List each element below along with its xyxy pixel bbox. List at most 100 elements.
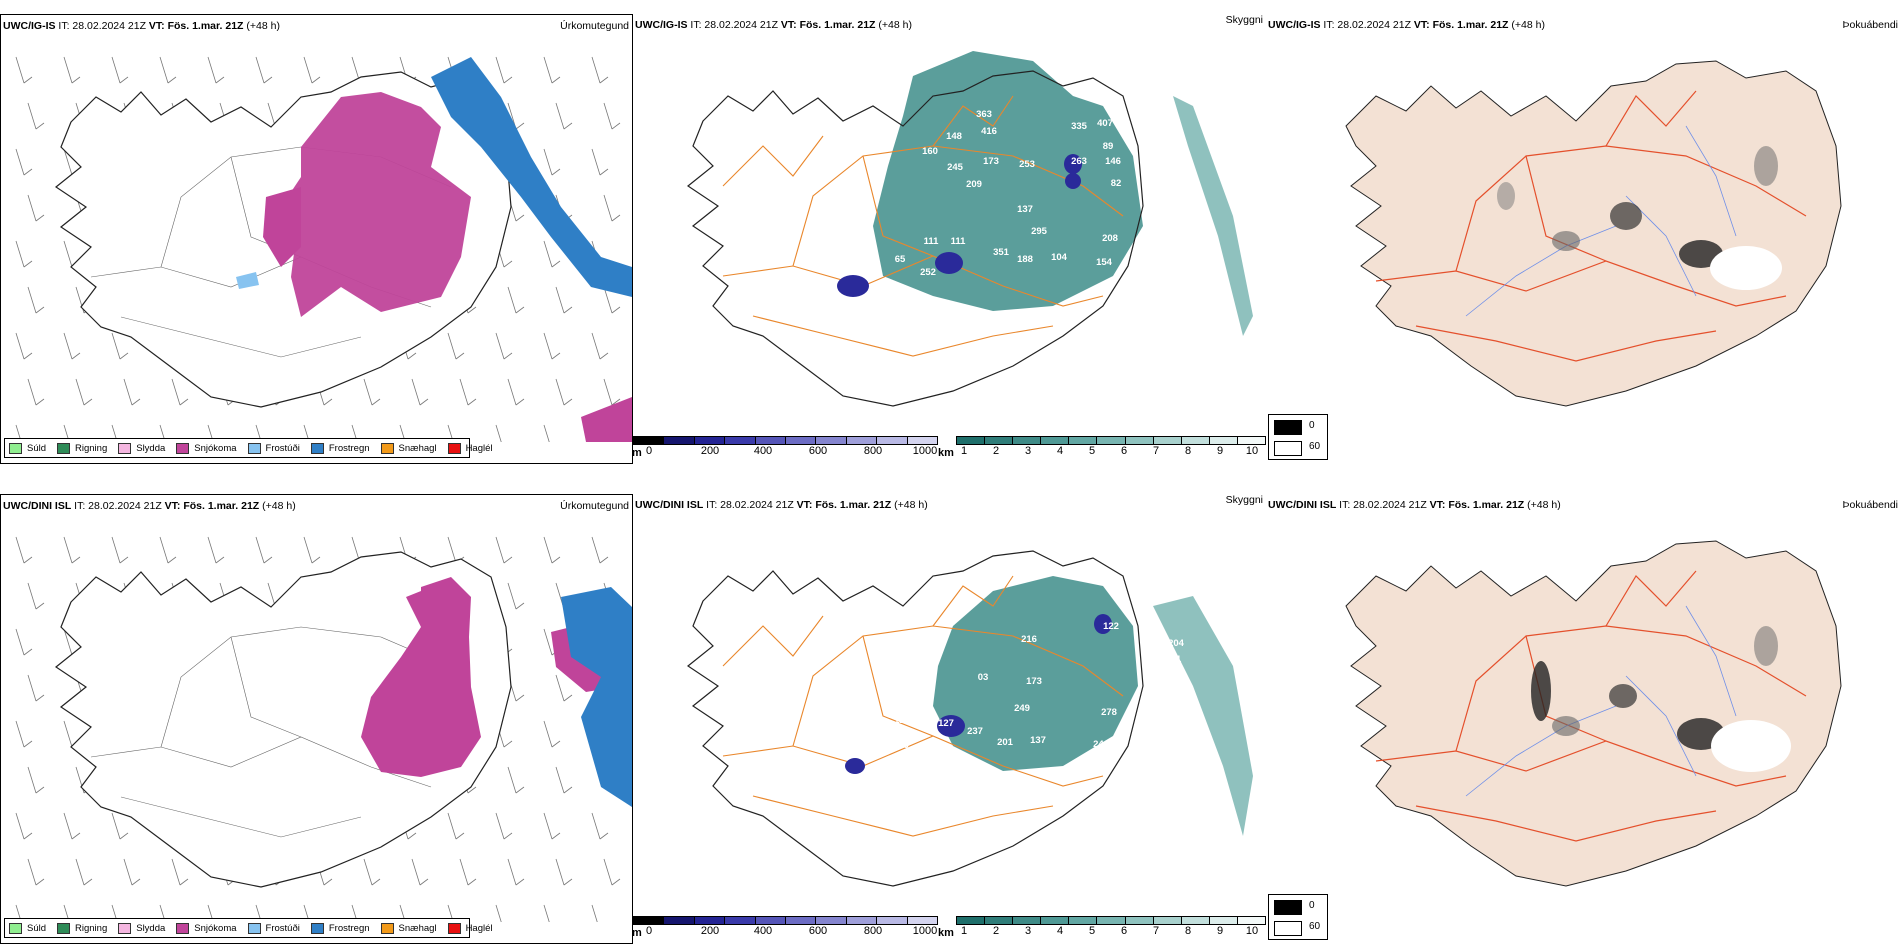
colorbar-unit: m xyxy=(632,447,642,459)
wind-barb xyxy=(123,378,141,406)
legend-label: Snjókoma xyxy=(194,922,237,934)
visibility-colorbar: km 1 2 3 4 5 6 7 8 9 10 xyxy=(938,436,1266,459)
wind-barb xyxy=(159,536,177,564)
colorbar-swatch xyxy=(1153,917,1182,924)
visibility-field xyxy=(933,576,1138,771)
panel-title: UWC/DINI ISL IT: 28.02.2024 21Z VT: Fös.… xyxy=(3,500,296,512)
legend-item: Snjókoma xyxy=(176,442,237,454)
legend-swatch xyxy=(447,442,461,454)
colorbar-swatch xyxy=(877,917,908,924)
tick-label: 7 xyxy=(1152,445,1160,457)
fog-legend-label: 0 xyxy=(1309,900,1315,911)
tick-label: 1 xyxy=(960,925,968,937)
wind-barb xyxy=(459,378,477,406)
tick-label: 600 xyxy=(808,925,828,937)
precip-legend: Súld Rigning Slydda Snjókoma Frostúði Fr… xyxy=(4,438,493,458)
fog-legend-swatch xyxy=(1274,441,1302,456)
snow-region xyxy=(281,92,471,317)
tick-label: 5 xyxy=(1088,925,1096,937)
legend-label: Haglél xyxy=(465,922,493,934)
wind-barb xyxy=(603,194,621,222)
legend-item: Slydda xyxy=(118,922,165,934)
wind-barb xyxy=(591,904,598,922)
colorbar-swatch xyxy=(846,917,878,924)
snow-region-west xyxy=(263,187,301,267)
legend-label: Frostúði xyxy=(265,442,300,454)
cloud-base-label: 111 xyxy=(924,236,940,247)
fog-shading xyxy=(1531,626,1791,772)
cloud-base-label: 237 xyxy=(967,726,983,737)
legend-swatch xyxy=(9,922,22,934)
cloud-base-label: 137 xyxy=(1017,204,1033,215)
wind-barb xyxy=(303,56,321,84)
snow-region-small xyxy=(406,587,441,627)
road-network xyxy=(722,575,1124,837)
wind-barb xyxy=(591,332,609,360)
cloud-base-label: 173 xyxy=(1026,676,1042,687)
legend-item: Haglél xyxy=(447,922,493,934)
visibility-colorbar-swatches xyxy=(956,916,1266,925)
fog-legend-label: 0 xyxy=(1309,420,1315,431)
wind-barb xyxy=(495,332,513,360)
cloud-base-label: 154 xyxy=(1096,257,1113,268)
colorbar-swatch xyxy=(1209,437,1238,444)
colorbar-swatch xyxy=(1181,917,1210,924)
legend-label: Frostúði xyxy=(265,922,300,934)
tick-label: 600 xyxy=(808,445,828,457)
wind-barb xyxy=(543,56,561,84)
legend-item: Snæhagl xyxy=(380,922,437,934)
colorbar-swatch xyxy=(664,437,695,444)
tick-label: 5 xyxy=(1088,445,1096,457)
legend-swatch xyxy=(176,442,190,454)
tick-label: 6 xyxy=(1120,445,1128,457)
colorbar-swatch xyxy=(1013,917,1042,924)
tick-label: 1000 xyxy=(912,445,938,457)
fog-map xyxy=(1345,540,1842,887)
colorbar-swatch xyxy=(755,917,787,924)
terrain-colorbar: m 0 200 400 600 800 1000 xyxy=(632,436,938,459)
wind-barb xyxy=(207,56,225,84)
wind-barb xyxy=(495,812,513,840)
wind-barb xyxy=(543,424,550,442)
panel-variable-label: Úrkomutegund xyxy=(560,20,629,32)
legend-item: Slydda xyxy=(118,442,165,454)
tick-label: 0 xyxy=(645,925,653,937)
legend-item: Snjókoma xyxy=(176,922,237,934)
colorbar-swatch xyxy=(786,437,817,444)
wind-barb xyxy=(363,858,381,886)
cloud-base-label: 03 xyxy=(978,672,989,683)
wind-barb xyxy=(447,332,465,360)
wind-barb xyxy=(255,536,273,564)
wind-barb xyxy=(27,194,45,222)
cloud-map: 122 216 204 21 81 03 173 249 278 127 123 237 201 137 2… xyxy=(686,550,1253,887)
iceland-outline xyxy=(54,551,512,888)
wind-barb xyxy=(543,148,561,176)
panel-variable-label: Úrkomutegund xyxy=(560,500,629,512)
cloud-base-label: 263 xyxy=(1071,156,1087,167)
tick-label: 10 xyxy=(1245,445,1259,457)
wind-barb xyxy=(15,812,33,840)
colorbar-swatch xyxy=(1209,917,1238,924)
legend-label: Rigning xyxy=(75,442,108,454)
visibility-colorbar: km 1 2 3 4 5 6 7 8 9 10 xyxy=(938,916,1266,939)
legend-label: Súld xyxy=(27,442,47,454)
cloud-base-label: 188 xyxy=(1017,254,1033,265)
tick-label: 6 xyxy=(1120,925,1128,937)
legend-item: Frostregn xyxy=(310,922,370,934)
wind-barb xyxy=(555,286,573,314)
colorbar-swatch xyxy=(725,437,756,444)
wind-barb xyxy=(555,858,573,886)
wind-barb xyxy=(63,536,81,564)
cloud-base-label: 129 xyxy=(893,740,909,751)
cloud-base-label: 65 xyxy=(895,254,906,265)
cloud-base-label: 416 xyxy=(981,126,997,137)
tick-label: 4 xyxy=(1056,445,1064,457)
fog-shading xyxy=(1497,146,1782,290)
colorbar-swatch xyxy=(846,437,878,444)
colorbar-swatch xyxy=(694,437,726,444)
snow-southeast-edge xyxy=(581,397,632,442)
road-network xyxy=(722,95,1124,357)
panel-title: UWC/IG-IS IT: 28.02.2024 21Z VT: Fös. 1.… xyxy=(635,19,912,31)
wind-barb xyxy=(495,56,513,84)
wind-barb xyxy=(15,720,33,748)
